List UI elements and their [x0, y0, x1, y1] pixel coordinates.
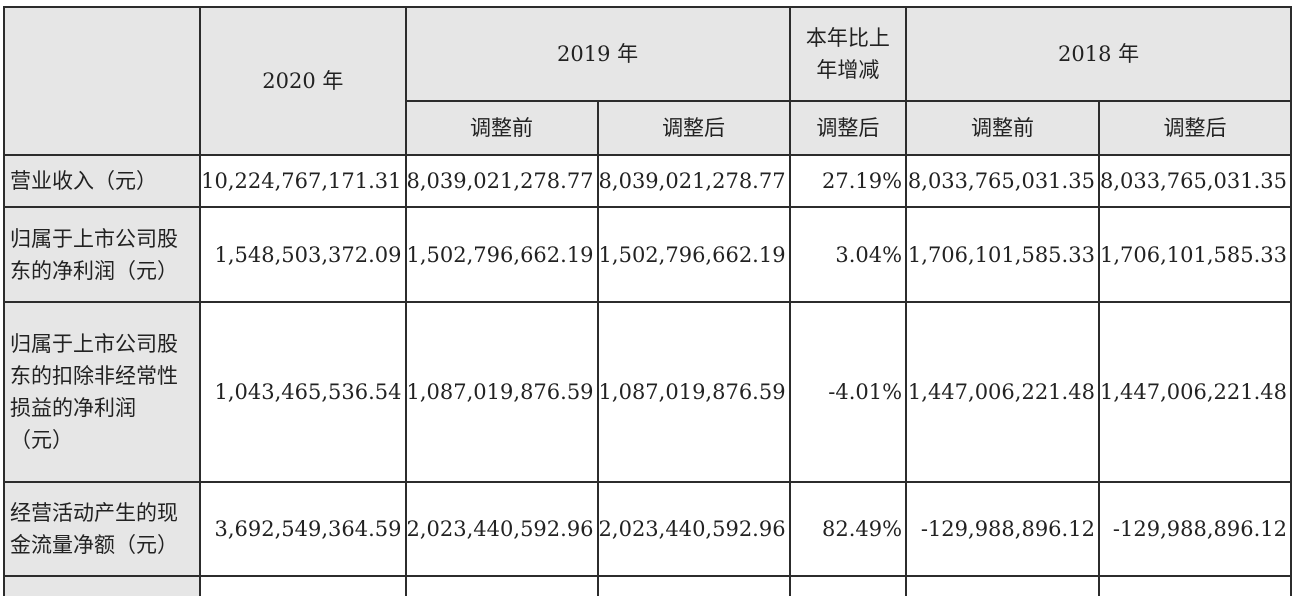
- value-2019-before: 8,039,021,278.77: [404, 154, 599, 208]
- value-cell: [199, 575, 407, 596]
- value-2018-after: 1,706,101,585.33: [1097, 206, 1292, 303]
- value-2019-after: 2,023,440,592.96: [596, 481, 791, 577]
- table-row-net-profit: 归属于上市公司股 东的净利润（元） 1,548,503,372.09 1,502…: [2, 206, 1292, 303]
- value-2019-after: 8,039,021,278.77: [596, 154, 791, 208]
- row-label-line: 归属于上市公司股: [10, 226, 178, 251]
- table-row-partial: [2, 575, 1292, 596]
- value-cell: [404, 575, 599, 596]
- row-label: 经营活动产生的现 金流量净额（元）: [2, 481, 202, 577]
- corner-header-cell: [2, 6, 202, 156]
- value-2019-before: 1,087,019,876.59: [404, 301, 599, 483]
- row-label: 营业收入（元）: [2, 154, 202, 208]
- header-2018: 2018 年: [905, 6, 1292, 102]
- header-yoy-change: 本年比上 年增减: [788, 6, 908, 102]
- value-2019-before: 1,502,796,662.19: [404, 206, 599, 303]
- row-label-line: 经营活动产生的现: [10, 501, 178, 525]
- row-label-line: 东的净利润（元）: [10, 258, 178, 283]
- subheader-2019-before: 调整前: [404, 100, 599, 156]
- header-yoy-change-line-2: 年增减: [816, 58, 880, 82]
- subheader-change-after: 调整后: [788, 100, 908, 156]
- row-label: [2, 575, 202, 596]
- row-label-line: （元）: [10, 428, 73, 452]
- subheader-2018-after: 调整后: [1097, 100, 1292, 156]
- row-label-line: 损益的净利润: [10, 396, 136, 420]
- row-label-line: 金流量净额（元）: [10, 533, 178, 557]
- value-cell: [1097, 575, 1292, 596]
- value-change: 82.49%: [788, 481, 908, 577]
- value-2018-before: 8,033,765,031.35: [905, 154, 1100, 208]
- value-2020: 10,224,767,171.31: [199, 154, 407, 208]
- value-2019-after: 1,087,019,876.59: [596, 301, 791, 483]
- value-change: -4.01%: [788, 301, 908, 483]
- value-cell: [905, 575, 1100, 596]
- value-2018-after: -129,988,896.12: [1097, 481, 1292, 577]
- value-2019-after: 1,502,796,662.19: [596, 206, 791, 303]
- header-2019: 2019 年: [404, 6, 791, 102]
- row-label-line: 归属于上市公司股: [10, 332, 178, 356]
- subheader-2019-after: 调整后: [596, 100, 791, 156]
- row-label-line: 营业收入（元）: [10, 169, 157, 193]
- subheader-2018-before: 调整前: [905, 100, 1100, 156]
- header-yoy-change-line-1: 本年比上: [805, 26, 890, 50]
- value-2018-after: 1,447,006,221.48: [1097, 301, 1292, 483]
- value-2018-before: 1,706,101,585.33: [905, 206, 1100, 303]
- value-2020: 1,043,465,536.54: [199, 301, 407, 483]
- row-label: 归属于上市公司股 东的净利润（元）: [2, 206, 202, 303]
- row-label: 归属于上市公司股 东的扣除非经常性 损益的净利润 （元）: [2, 301, 202, 483]
- value-2019-before: 2,023,440,592.96: [404, 481, 599, 577]
- row-label-line: 东的扣除非经常性: [10, 364, 178, 388]
- value-2018-before: -129,988,896.12: [905, 481, 1100, 577]
- value-2018-after: 8,033,765,031.35: [1097, 154, 1292, 208]
- financial-table-frame: 2020 年 2019 年 本年比上 年增减 2018 年 调整前 调整后 调整…: [2, 6, 1292, 596]
- value-change: 3.04%: [788, 206, 908, 303]
- value-2020: 3,692,549,364.59: [199, 481, 407, 577]
- value-cell: [788, 575, 908, 596]
- value-cell: [596, 575, 791, 596]
- table-row-revenue: 营业收入（元） 10,224,767,171.31 8,039,021,278.…: [2, 154, 1292, 208]
- value-2018-before: 1,447,006,221.48: [905, 301, 1100, 483]
- value-2020: 1,548,503,372.09: [199, 206, 407, 303]
- table-row-operating-cash-flow: 经营活动产生的现 金流量净额（元） 3,692,549,364.59 2,023…: [2, 481, 1292, 577]
- value-change: 27.19%: [788, 154, 908, 208]
- table-row-net-profit-excl-nonrecurring: 归属于上市公司股 东的扣除非经常性 损益的净利润 （元） 1,043,465,5…: [2, 301, 1292, 483]
- header-2020: 2020 年: [199, 6, 407, 156]
- financial-summary-table: 2020 年 2019 年 本年比上 年增减 2018 年 调整前 调整后 调整…: [2, 6, 1292, 596]
